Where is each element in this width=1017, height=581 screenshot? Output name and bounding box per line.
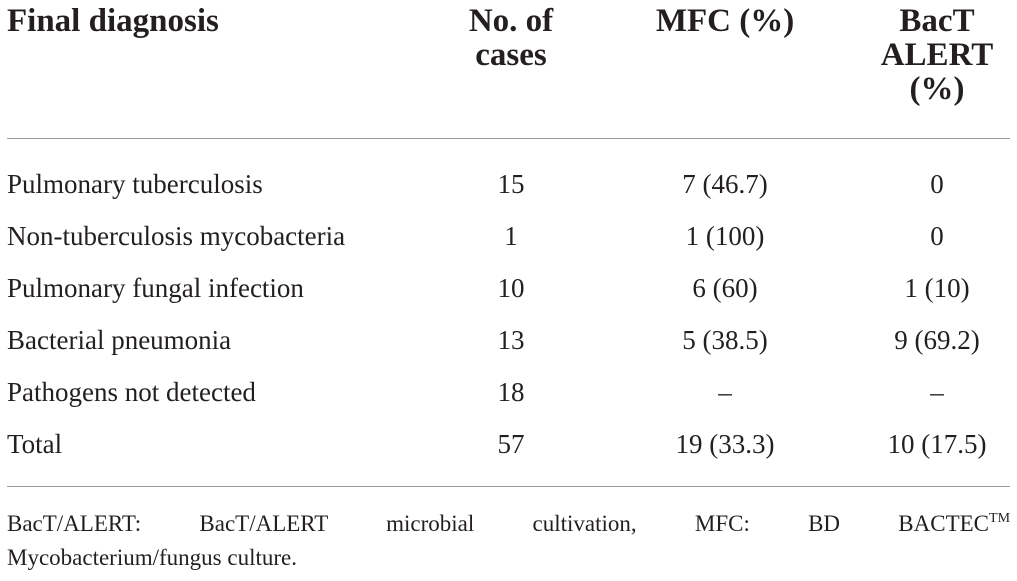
footnote-line2: Mycobacterium/fungus culture.: [7, 545, 297, 570]
footnote-word: microbial: [386, 511, 475, 536]
header-bact-line1: BacT: [899, 3, 975, 39]
header-bact-line2: ALERT: [880, 37, 994, 73]
footnote-bactec-text: BACTEC: [898, 511, 990, 536]
cell-diagnosis: Pulmonary tuberculosis: [7, 169, 263, 199]
footnote-word: cultivation,: [532, 511, 637, 536]
header-no-of-cases: No. of cases: [440, 4, 582, 72]
cell-mfc: 6 (60): [692, 273, 758, 303]
footnote-word: MFC:: [694, 511, 750, 536]
header-cases-line1: No. of: [468, 3, 554, 39]
header-final-diagnosis: Final diagnosis: [7, 3, 219, 39]
trademark-superscript: TM: [989, 511, 1011, 526]
cell-bact: 10 (17.5): [887, 429, 987, 459]
header-cases-line2: cases: [475, 37, 547, 73]
footer-divider: [7, 486, 1010, 487]
table-row: Pulmonary fungal infection 10 6 (60) 1 (…: [0, 268, 1017, 308]
cell-cases: 18: [497, 377, 525, 407]
cell-diagnosis: Bacterial pneumonia: [7, 325, 232, 355]
cell-diagnosis: Pathogens not detected: [7, 377, 256, 407]
cell-mfc: –: [718, 377, 732, 407]
table-row: Bacterial pneumonia 13 5 (38.5) 9 (69.2): [0, 320, 1017, 360]
table-row: Pathogens not detected 18 – –: [0, 372, 1017, 412]
cell-cases: 1: [504, 221, 518, 251]
cell-mfc: 19 (33.3): [675, 429, 775, 459]
cell-cases: 13: [497, 325, 525, 355]
header-divider: [7, 138, 1010, 139]
cell-cases: 15: [497, 169, 525, 199]
cell-bact: 1 (10): [904, 273, 970, 303]
cell-diagnosis: Non-tuberculosis mycobacteria: [7, 221, 346, 251]
cell-diagnosis: Total: [7, 429, 63, 459]
header-bact-line3: (%): [909, 71, 965, 107]
footnote-line1: BacT/ALERT: BacT/ALERT microbial cultiva…: [7, 507, 1010, 541]
footnote-word: BD: [808, 511, 841, 536]
table-row-total: Total 57 19 (33.3) 10 (17.5): [0, 424, 1017, 464]
header-bact-alert: BacT ALERT (%): [866, 4, 1008, 106]
cell-diagnosis: Pulmonary fungal infection: [7, 273, 304, 303]
cell-mfc: 1 (100): [685, 221, 765, 251]
footnote-word: BacT/ALERT:: [7, 511, 142, 536]
cell-bact: –: [930, 377, 944, 407]
cell-cases: 10: [497, 273, 525, 303]
header-mfc: MFC (%): [655, 3, 795, 39]
table-row: Pulmonary tuberculosis 15 7 (46.7) 0: [0, 164, 1017, 204]
cell-bact: 0: [930, 221, 944, 251]
cell-cases: 57: [497, 429, 525, 459]
cell-bact: 0: [930, 169, 944, 199]
footnote-word: BacT/ALERT: [199, 511, 328, 536]
table-footnote: BacT/ALERT: BacT/ALERT microbial cultiva…: [7, 507, 1010, 575]
cell-bact: 9 (69.2): [894, 325, 980, 355]
table-row: Non-tuberculosis mycobacteria 1 1 (100) …: [0, 216, 1017, 256]
cell-mfc: 7 (46.7): [682, 169, 768, 199]
footnote-word-bactec: BACTECTM: [898, 511, 1010, 536]
cell-mfc: 5 (38.5): [682, 325, 768, 355]
